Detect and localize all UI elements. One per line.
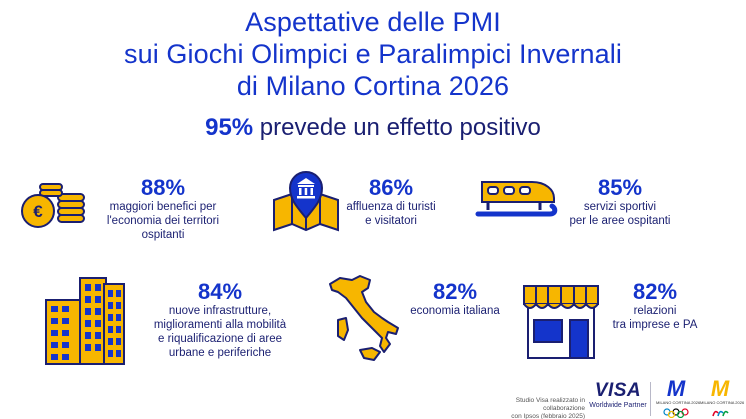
footer-divider — [650, 382, 651, 416]
headline: 95% prevede un effetto positivo — [0, 113, 746, 143]
stat-percent: 85% — [597, 175, 643, 200]
stat-percent: 82% — [432, 279, 478, 304]
coins-icon: € — [21, 183, 85, 228]
bobsled-icon — [475, 181, 558, 217]
stat-description: relazioni tra imprese e PA — [612, 305, 698, 331]
olympic-mark: M — [666, 376, 686, 401]
italy-map-icon — [329, 275, 399, 361]
visa-logo: VISA Worldwide Partner — [588, 381, 648, 410]
stat-description: maggiori benefici per l'economia dei ter… — [106, 201, 220, 241]
stat-infrastrutture: 84% nuove infrastrutture, miglioramenti … — [140, 280, 300, 360]
visa-partner-label: Worldwide Partner — [589, 402, 647, 409]
stat-percent: 86% — [368, 175, 414, 200]
title-line-3: di Milano Cortina 2026 — [236, 71, 510, 101]
olympic-text: MILANO CORTINA 2026 — [656, 400, 701, 405]
stat-percent: 88% — [140, 175, 186, 200]
stat-economia-territori: 88% maggiori benefici per l'economia dei… — [88, 176, 238, 242]
svg-text:€: € — [33, 202, 43, 221]
headline-percent: 95% — [205, 114, 254, 141]
olympic-rings-icon — [663, 408, 689, 419]
stat-description: economia italiana — [410, 305, 500, 317]
visa-wordmark: VISA — [594, 380, 642, 401]
stat-servizi-sportivi: 85% servizi sportivi per le aree ospitan… — [550, 176, 690, 228]
title-line-2: sui Giochi Olimpici e Paralimpici Invern… — [124, 39, 622, 69]
stat-percent: 82% — [632, 279, 678, 304]
paralympic-text: MILANO CORTINA 2026 — [700, 400, 745, 405]
stat-turisti: 86% affluenza di turisti e visitatori — [326, 176, 456, 228]
stat-relazioni-pa: 82% relazioni tra imprese e PA — [600, 280, 710, 332]
storefront-icon — [523, 285, 599, 359]
olympic-logo: M MILANO CORTINA 2026 — [656, 376, 701, 419]
stat-percent: 84% — [197, 279, 243, 304]
buildings-icon — [45, 277, 125, 365]
map-pin-landmark-icon — [273, 171, 339, 232]
paralympic-logo: M MILANO CORTINA 2026 — [700, 376, 745, 419]
headline-text: prevede un effetto positivo — [253, 114, 541, 141]
stat-description: servizi sportivi per le aree ospitanti — [569, 201, 671, 227]
stat-economia-italiana: 82% economia italiana — [400, 280, 510, 318]
source-note: Studio Visa realizzato in collaborazione… — [511, 397, 585, 419]
stat-description: nuove infrastrutture, miglioramenti alla… — [153, 305, 287, 359]
agitos-icon — [712, 410, 729, 417]
stat-description: affluenza di turisti e visitatori — [346, 201, 436, 227]
paralympic-mark: M — [710, 376, 730, 401]
title-line-1: Aspettative delle PMI — [245, 7, 501, 37]
infographic-title: Aspettative delle PMI sui Giochi Olimpic… — [0, 6, 746, 102]
